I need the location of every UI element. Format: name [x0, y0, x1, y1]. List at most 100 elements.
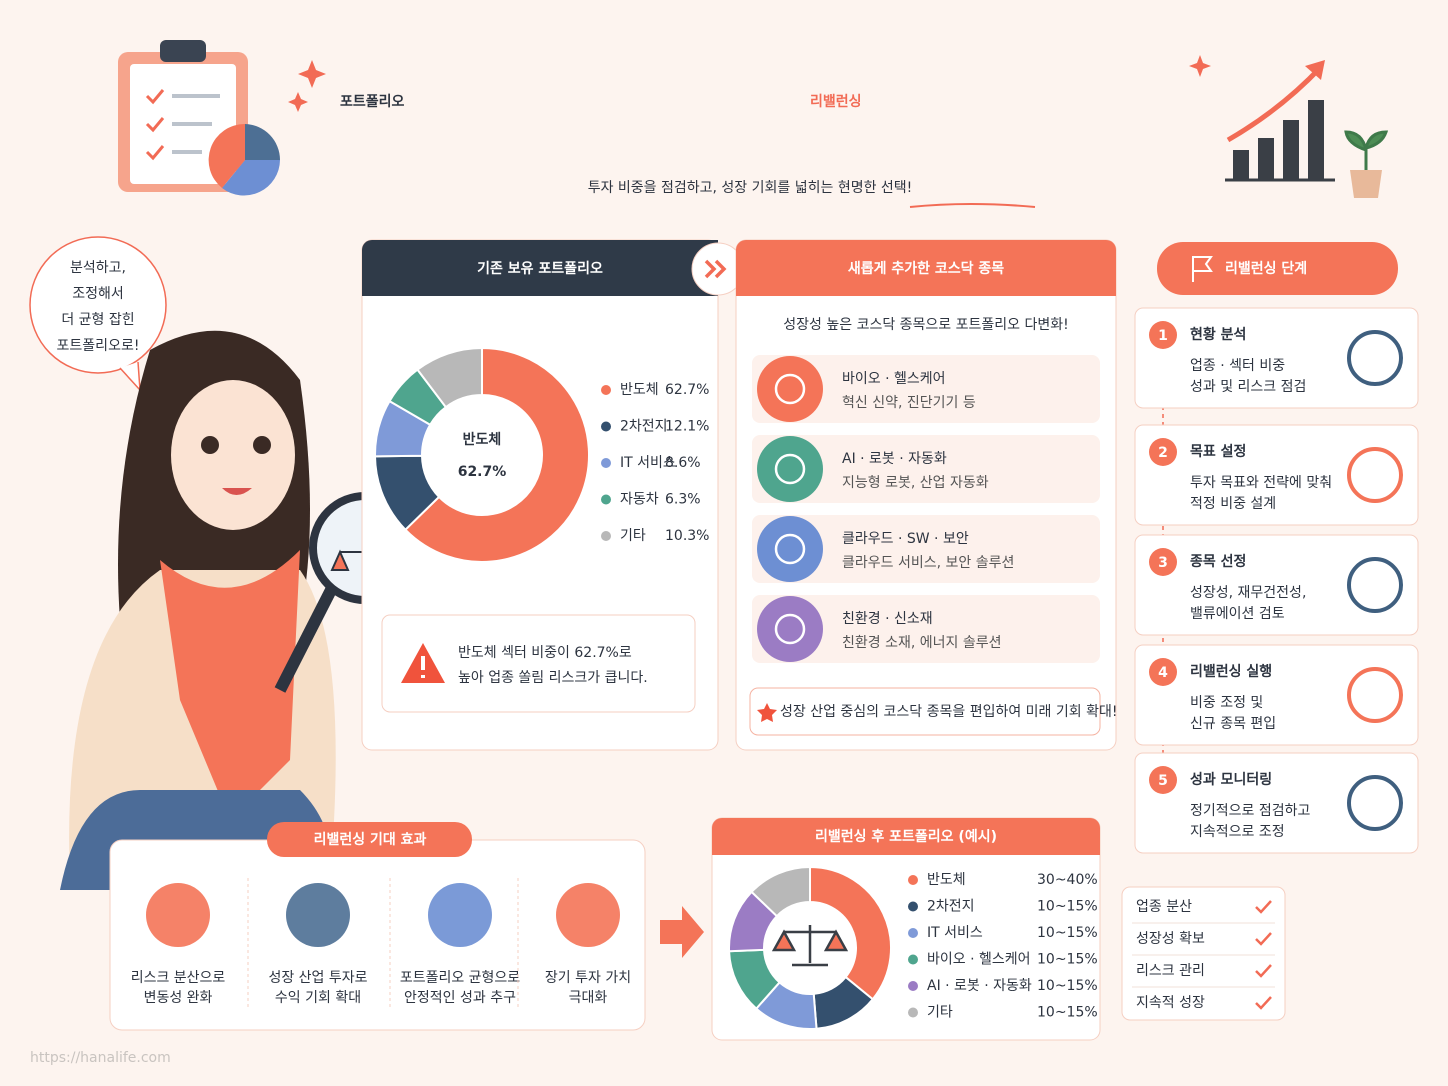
stock-icon-inner: [774, 613, 806, 645]
effect-text: 포트폴리오 균형으로: [400, 970, 520, 986]
legend-value: 10~15%: [1037, 899, 1098, 915]
stock-name: AI · 로봇 · 자동화: [842, 451, 947, 467]
subtitle-underline: [909, 203, 1036, 208]
effects-header: [267, 822, 472, 857]
legend-swatch: [908, 954, 918, 965]
step-desc: 투자 목표와 전략에 맞춰: [1190, 475, 1332, 491]
legend-value: 62.7%: [665, 382, 709, 398]
stock-name: 친환경 · 신소재: [842, 611, 933, 627]
arrow-chevrons: [704, 259, 727, 279]
stock-card: [752, 355, 1100, 423]
step-desc: 비중 조정 및: [1190, 695, 1263, 711]
note-text: 성장 산업 중심의 코스닥 종목을 편입하여 미래 기회 확대!: [780, 704, 1117, 720]
donut-center-value: 62.7%: [458, 464, 507, 480]
legend-swatch: [601, 458, 611, 468]
donut-segment: [750, 865, 811, 918]
effect-text: 장기 투자 가치: [545, 970, 631, 986]
footer-url: https://hanalife.com: [30, 1050, 171, 1066]
legend-label: 2차전지: [927, 899, 975, 915]
legend-value: 6.3%: [665, 492, 701, 508]
effect-text: 극대화: [569, 990, 608, 1006]
step-desc: 정기적으로 점검하고: [1190, 803, 1310, 819]
legend-label: 2차전지: [620, 419, 668, 435]
legend-value: 10~15%: [1037, 952, 1098, 968]
legend-label: IT 서비스: [620, 455, 676, 471]
stock-name: 클라우드 · SW · 보안: [842, 531, 969, 547]
stock-desc: 클라우드 서비스, 보안 솔루션: [842, 555, 1014, 571]
stock-icon-inner: [774, 373, 806, 405]
check-mark: [1255, 996, 1272, 1010]
step-icon: [1347, 447, 1403, 503]
warning-text: 높아 업종 쏠림 리스크가 큽니다.: [458, 670, 648, 686]
stock-card: [752, 515, 1100, 583]
stock-card: [752, 595, 1100, 663]
stock-desc: 혁신 신약, 진단기기 등: [842, 395, 976, 411]
effect-text: 수익 기회 확대: [275, 990, 361, 1006]
current-header: [362, 240, 718, 296]
title-accent: 리밸런싱: [810, 93, 862, 110]
new-intro: 성장성 높은 코스닥 종목으로 포트폴리오 다변화!: [783, 317, 1068, 333]
legend-label: IT 서비스: [927, 925, 983, 941]
effect-text: 리스크 분산으로: [131, 970, 226, 986]
legend-value: 10~15%: [1037, 925, 1098, 941]
legend-label: 기타: [620, 528, 646, 544]
stock-name: 바이오 · 헬스케어: [842, 371, 946, 387]
legend-value: 10.3%: [665, 528, 709, 544]
step-card: [1134, 644, 1419, 746]
check-mark: [1255, 900, 1272, 914]
speech-text: 더 균형 잡힌: [61, 312, 134, 328]
stock-icon-inner: [774, 453, 806, 485]
legend-label: 바이오 · 헬스케어: [927, 952, 1031, 968]
check-label: 업종 분산: [1136, 899, 1192, 915]
check-mark: [1255, 932, 1272, 946]
legend-swatch: [908, 901, 918, 912]
effect-icon: [556, 883, 620, 947]
speech-text: 포트폴리오로!: [57, 338, 140, 354]
legend-value: 8.6%: [665, 455, 701, 471]
legend-swatch: [601, 421, 611, 432]
stock-icon: [757, 436, 823, 502]
step-name: 목표 설정: [1190, 443, 1246, 460]
step-desc: 성과 및 리스크 점검: [1190, 379, 1306, 395]
stock-card: [752, 435, 1100, 503]
step-desc: 적정 비중 설계: [1190, 496, 1276, 512]
legend-label: 반도체: [620, 382, 659, 398]
legend-swatch: [908, 928, 918, 938]
after-header: [712, 818, 1100, 855]
check-mark: [1255, 964, 1272, 978]
legend-value: 30~40%: [1037, 872, 1098, 888]
legend-swatch: [601, 385, 611, 395]
step-card: [1134, 534, 1419, 636]
legend-value: 12.1%: [665, 419, 709, 435]
warning-text: 반도체 섹터 비중이 62.7%로: [458, 645, 632, 661]
effect-icon: [286, 883, 350, 947]
stock-desc: 친환경 소재, 에너지 솔루션: [842, 635, 1001, 651]
legend-label: 자동차: [620, 492, 659, 508]
step-badge: [1149, 548, 1177, 576]
check-label: 리스크 관리: [1136, 963, 1205, 979]
legend-value: 10~15%: [1037, 1005, 1098, 1021]
step-badge: [1149, 438, 1177, 466]
step-icon: [1347, 557, 1403, 613]
steps-header: [1157, 242, 1398, 295]
effect-icon: [428, 883, 492, 947]
stock-icon: [757, 356, 823, 422]
stock-icon-inner: [774, 533, 806, 565]
step-card: [1134, 307, 1419, 409]
growth-icon: [1225, 60, 1389, 198]
legend-swatch: [908, 1007, 918, 1018]
step-badge: [1149, 766, 1177, 794]
after-title: 리밸런싱 후 포트폴리오 (예시): [815, 828, 997, 845]
effects-title: 리밸런싱 기대 효과: [314, 831, 427, 848]
step-desc: 밸류에이션 검토: [1190, 606, 1285, 622]
stock-icon: [757, 516, 823, 582]
check-label: 성장성 확보: [1136, 931, 1205, 947]
warning-box: [381, 614, 696, 713]
step-desc: 업종 · 섹터 비중: [1190, 358, 1285, 374]
